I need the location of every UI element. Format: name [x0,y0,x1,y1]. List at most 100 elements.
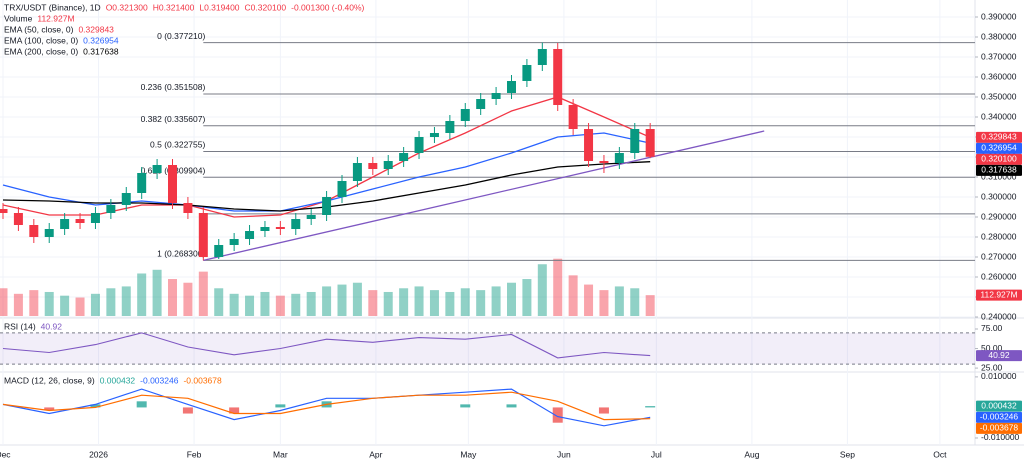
candle-body [383,161,393,169]
candle-body [183,203,193,213]
fib-label: 0.5 (0.322755) [150,140,205,150]
x-tick-label: Jul [651,449,662,459]
candle-body [29,225,39,237]
legend-text: Volume [4,13,33,23]
y-tick-label: 0.370000 [981,51,1017,61]
y-tick-label: 0.260000 [981,271,1017,281]
price-badge [976,164,1022,176]
y-tick-label: 0.300000 [981,191,1017,201]
volume-bar [322,286,332,316]
candle-body [368,163,378,169]
candle-body [322,197,332,215]
volume-bar [645,295,655,316]
legend-text: EMA (100, close, 0) [4,35,78,45]
volume-bar [167,279,177,316]
y-tick-label: -0.010000 [981,432,1020,442]
x-tick-label: Apr [369,449,382,459]
y-tick-label: 0.360000 [981,71,1017,81]
volume-bar [399,288,409,316]
legend-text: -0.003678 [183,375,222,385]
x-tick-label: Mar [273,449,288,459]
price-badge-label: 112.927M [980,289,1017,299]
volume-bar [13,293,23,316]
rsi-line [2,332,651,359]
candle-body [614,153,624,163]
legend-text: -0.001300 (-0.40%) [291,2,364,12]
fib-label: 0.382 (0.335607) [141,114,206,124]
macd-histogram-bar [229,407,240,414]
fib-label: 1 (0.268300) [157,249,205,259]
fib-label: 0 (0.377210) [157,31,205,41]
volume-bar [245,295,255,316]
volume-bar [214,288,224,316]
volume-bar [445,291,455,316]
price-badge-label: 0.329843 [981,132,1017,142]
candle-body [506,81,516,93]
candle-body [245,231,255,239]
macd-histogram-bar [598,407,609,414]
candle-body [260,227,270,231]
x-tick-label: Aug [744,449,759,459]
macd-histogram-bar [552,407,563,423]
candle-body [75,219,85,223]
price-badge-label: 0.317638 [981,165,1017,175]
candle-body [599,161,609,163]
volume-bar [568,275,578,316]
y-tick-label: 50.00 [981,343,1003,353]
candle-body [537,49,547,65]
y-tick-label: 0.270000 [981,251,1017,261]
candle-body [214,245,224,257]
macd-line [2,388,651,427]
legend-text: H0.321400 [153,2,195,12]
legend-text: 0.329843 [78,24,114,34]
candle-body [584,129,594,161]
y-tick-label: 75.00 [981,323,1003,333]
legend-text: MACD (12, 26, close, 9) [4,375,95,385]
candle-body [198,213,208,257]
y-tick-label: 0.280000 [981,231,1017,241]
candle-body [121,193,131,205]
price-badge [976,131,1022,143]
macd-histogram-bar [182,407,193,414]
candle-body [306,215,316,219]
trendline [203,130,765,262]
price-badge [976,289,1022,301]
price-badge [976,422,1022,434]
y-tick-label: 0.310000 [981,171,1017,181]
candle-body [445,121,455,133]
y-tick-label: 0.380000 [981,31,1017,41]
volume-bar [44,291,54,316]
candle-body [337,181,347,197]
candle-body [429,133,439,137]
price-badge-label: 40.92 [988,350,1010,360]
candle-body [137,173,147,193]
volume-bar [630,288,640,316]
y-tick-label: 0.340000 [981,111,1017,121]
x-tick-label: 2026 [89,449,108,459]
price-badge [976,142,1022,154]
volume-bar [306,291,316,316]
macd-line [2,391,651,421]
price-badge-label: -0.003678 [980,423,1019,433]
macd-histogram-bar [460,404,471,408]
price-badge-label: 0.320100 [981,154,1017,164]
candle-body [90,213,100,223]
volume-bar [506,282,516,316]
volume-bar [491,286,501,316]
volume-bar [75,297,85,316]
volume-bar [121,286,131,316]
volume-bar [198,271,208,316]
candle-body [476,99,486,109]
legend-text: 112.927M [37,13,74,23]
legend-text: O0.321300 [106,2,148,12]
candle-body [229,239,239,245]
macd-histogram-bar [136,401,147,408]
price-badge [976,411,1022,423]
candle-body [0,209,8,213]
volume-bar [429,290,439,316]
x-tick-label: Dec [0,449,11,459]
price-badge [976,400,1022,412]
volume-bar [537,264,547,316]
